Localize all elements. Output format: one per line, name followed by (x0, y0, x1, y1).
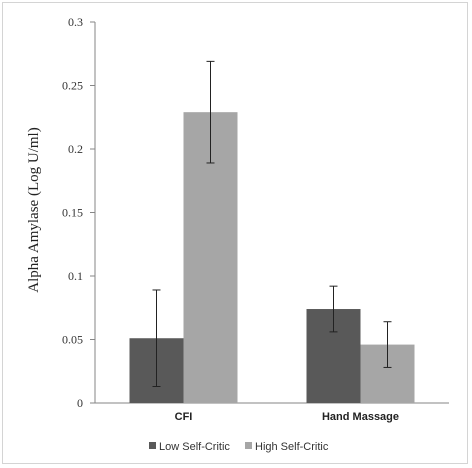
y-tick-label: 0.25 (62, 79, 83, 93)
y-tick-label: 0.1 (68, 269, 83, 283)
y-tick-label: 0.3 (68, 15, 83, 29)
y-tick-label: 0.15 (62, 206, 83, 220)
y-tick-label: 0.2 (68, 142, 83, 156)
x-category-label: Hand Massage (322, 411, 399, 423)
legend-swatch (245, 442, 252, 449)
y-tick-label: 0 (77, 396, 83, 410)
x-category-label: CFI (175, 411, 193, 423)
legend-label: High Self-Critic (255, 441, 329, 453)
y-axis-label: Alpha Amylase (Log U/ml) (26, 127, 42, 292)
y-tick-label: 0.05 (62, 333, 83, 347)
legend-label: Low Self-Critic (159, 441, 230, 453)
legend-swatch (149, 442, 156, 449)
